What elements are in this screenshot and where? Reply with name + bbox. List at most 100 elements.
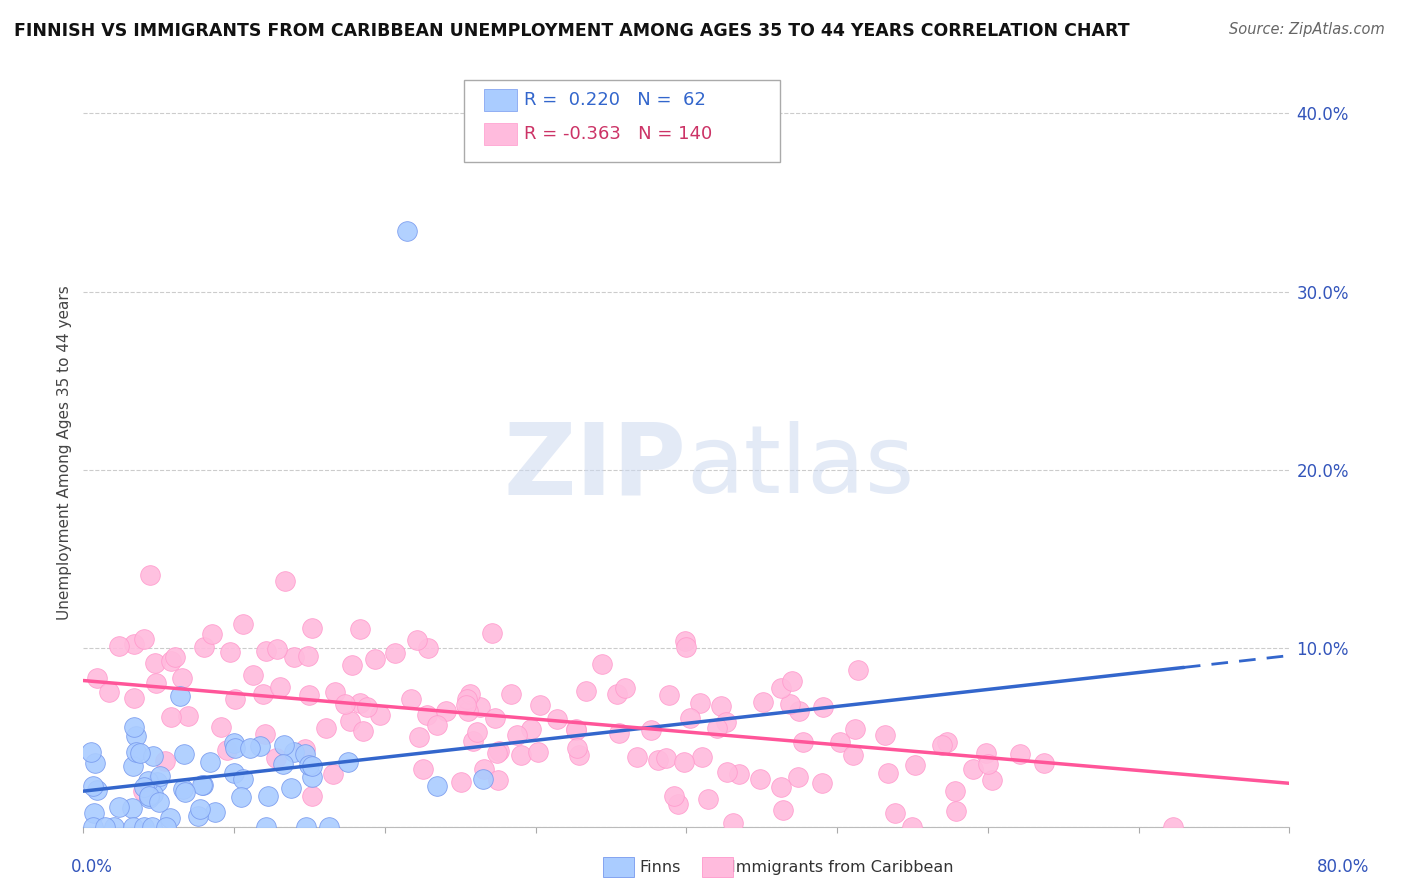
- Point: [873, 728, 896, 742]
- Point: [193, 640, 215, 654]
- Point: [297, 688, 319, 702]
- Point: [301, 621, 323, 635]
- Point: [138, 790, 160, 805]
- Point: [170, 671, 193, 685]
- Text: FINNISH VS IMMIGRANTS FROM CARIBBEAN UNEMPLOYMENT AMONG AGES 35 TO 44 YEARS CORR: FINNISH VS IMMIGRANTS FROM CARIBBEAN UNE…: [14, 22, 1129, 40]
- Point: [254, 820, 277, 834]
- Point: [145, 675, 167, 690]
- Point: [811, 776, 834, 790]
- Point: [484, 711, 506, 725]
- Point: [165, 650, 187, 665]
- Point: [280, 780, 302, 795]
- Point: [177, 708, 200, 723]
- Point: [962, 763, 984, 777]
- Y-axis label: Unemployment Among Ages 35 to 44 years: Unemployment Among Ages 35 to 44 years: [58, 285, 72, 620]
- Point: [122, 637, 145, 651]
- Point: [710, 698, 733, 713]
- Point: [108, 639, 131, 653]
- Point: [252, 687, 274, 701]
- Point: [434, 704, 457, 718]
- Point: [224, 741, 246, 756]
- Point: [945, 804, 967, 818]
- Point: [779, 697, 801, 711]
- Point: [486, 746, 509, 760]
- Point: [121, 820, 143, 834]
- Point: [426, 718, 449, 732]
- Point: [486, 772, 509, 787]
- Point: [323, 685, 346, 699]
- Point: [254, 727, 277, 741]
- Point: [846, 663, 869, 677]
- Point: [752, 695, 775, 709]
- Point: [370, 708, 392, 723]
- Point: [844, 722, 866, 736]
- Point: [125, 745, 148, 759]
- Point: [269, 680, 291, 694]
- Text: 0.0%: 0.0%: [70, 858, 112, 876]
- Point: [481, 626, 503, 640]
- Point: [568, 748, 591, 763]
- Point: [191, 778, 214, 792]
- Text: 80.0%: 80.0%: [1316, 858, 1369, 876]
- Point: [716, 764, 738, 779]
- Point: [457, 704, 479, 718]
- Point: [122, 759, 145, 773]
- Point: [201, 627, 224, 641]
- Point: [454, 698, 477, 712]
- Point: [647, 753, 669, 767]
- Point: [546, 711, 568, 725]
- Point: [416, 707, 439, 722]
- Point: [690, 749, 713, 764]
- Point: [107, 800, 129, 814]
- Point: [509, 748, 531, 763]
- Point: [204, 805, 226, 819]
- Point: [931, 738, 953, 752]
- Point: [256, 789, 278, 804]
- Point: [772, 803, 794, 817]
- Point: [450, 775, 472, 789]
- Point: [416, 641, 439, 656]
- Point: [399, 692, 422, 706]
- Point: [191, 778, 214, 792]
- Point: [301, 770, 323, 784]
- Point: [770, 780, 793, 794]
- Point: [591, 657, 613, 672]
- Point: [294, 747, 316, 761]
- Text: ZIP: ZIP: [503, 418, 686, 516]
- Point: [675, 640, 697, 654]
- Point: [406, 632, 429, 647]
- Point: [86, 783, 108, 797]
- Text: Source: ZipAtlas.com: Source: ZipAtlas.com: [1229, 22, 1385, 37]
- Point: [613, 681, 636, 696]
- Point: [148, 795, 170, 809]
- Point: [472, 772, 495, 787]
- Point: [841, 747, 863, 762]
- Point: [209, 720, 232, 734]
- Text: Finns: Finns: [640, 860, 681, 874]
- Point: [384, 646, 406, 660]
- Point: [83, 805, 105, 820]
- Point: [232, 617, 254, 632]
- Point: [174, 785, 197, 799]
- Point: [463, 734, 485, 748]
- Point: [224, 766, 246, 780]
- Point: [412, 762, 434, 776]
- Point: [143, 656, 166, 670]
- Point: [456, 692, 478, 706]
- Point: [139, 567, 162, 582]
- Point: [84, 756, 107, 770]
- Point: [169, 690, 191, 704]
- Point: [159, 812, 181, 826]
- Text: R =  0.220   N =  62: R = 0.220 N = 62: [524, 91, 706, 109]
- Point: [242, 668, 264, 682]
- Point: [728, 766, 751, 780]
- Point: [607, 726, 630, 740]
- Point: [145, 775, 167, 789]
- Point: [190, 801, 212, 815]
- Point: [575, 683, 598, 698]
- Point: [215, 743, 238, 757]
- Point: [787, 704, 810, 718]
- Point: [264, 751, 287, 765]
- Point: [172, 781, 194, 796]
- Point: [297, 649, 319, 664]
